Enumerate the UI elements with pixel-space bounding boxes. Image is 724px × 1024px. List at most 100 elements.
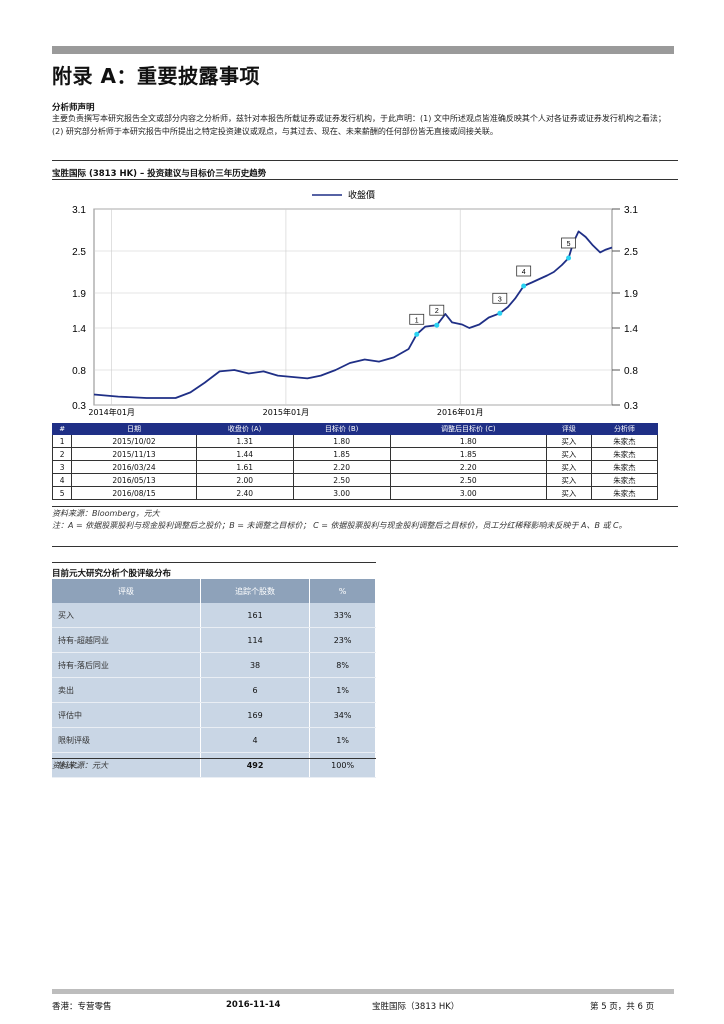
y-tick-label-right: 1.9 xyxy=(624,289,638,300)
table-cell: 1 xyxy=(51,434,73,448)
analyst-statement: 主要负责撰写本研究报告全文或部分内容之分析师，兹针对本报告所载证券或证券发行机构… xyxy=(52,114,666,136)
divider xyxy=(52,758,376,759)
marker-label: 3 xyxy=(498,296,502,303)
table-cell: 4 xyxy=(200,727,311,753)
table-row: 5 2016/08/15 2.40 3.00 3.00 买入 朱家杰 xyxy=(51,486,659,500)
table-cell: 3.00 xyxy=(389,486,547,500)
y-tick-label-left: 0.3 xyxy=(72,401,86,412)
rating-marker xyxy=(521,283,527,289)
marker-label: 5 xyxy=(567,241,571,248)
divider xyxy=(52,160,678,161)
y-tick-label-right: 3.1 xyxy=(624,205,638,216)
y-tick-label-right: 2.5 xyxy=(624,247,638,258)
table-row: 1 2015/10/02 1.31 1.80 1.80 买入 朱家杰 xyxy=(51,434,659,448)
table-cell: 100% xyxy=(309,752,376,778)
rating-marker xyxy=(497,310,503,316)
table-header-row: 评级 追踪个股数% xyxy=(52,579,376,603)
column-header: 追踪个股数 xyxy=(200,579,311,603)
table-cell: 2.50 xyxy=(389,473,547,487)
table-cell: 朱家杰 xyxy=(590,486,659,500)
total-row: 总计： 492 100% xyxy=(52,752,376,778)
table-cell: 2016/03/24 xyxy=(71,460,197,474)
table-cell: 1.44 xyxy=(195,447,294,461)
table-cell: 1.85 xyxy=(389,447,547,461)
divider xyxy=(52,506,678,507)
table-cell: 23% xyxy=(309,627,376,653)
distribution-title: 目前元大研究分析个股评级分布 xyxy=(52,569,172,579)
table-header-row: # 日期 收盘价 (A) 目标价 (B) 调整后目标价 (C) 评级 分析师 xyxy=(51,423,659,435)
table-row: 持有-超越同业 114 23% xyxy=(52,627,376,653)
rating-marker xyxy=(566,255,572,261)
table-row: 评估中 169 34% xyxy=(52,702,376,728)
table-cell: 朱家杰 xyxy=(590,434,659,448)
x-tick-label: 2014年01月 xyxy=(88,407,135,417)
footer-date: 2016-11-14 xyxy=(226,1000,281,1010)
table-cell: 1.31 xyxy=(195,434,294,448)
table-cell: 2 xyxy=(51,447,73,461)
y-tick-label-left: 0.8 xyxy=(72,366,86,377)
top-bar xyxy=(52,46,674,54)
table-cell: 限制评级 xyxy=(52,727,201,753)
page-title: 附录 A：重要披露事项 xyxy=(52,64,260,88)
table-cell: 2.20 xyxy=(389,460,547,474)
table-cell: 持有-超越同业 xyxy=(52,627,201,653)
table-cell: 买入 xyxy=(545,486,592,500)
column-header: 收盘价 (A) xyxy=(195,423,294,435)
divider xyxy=(52,179,678,180)
table-cell: 朱家杰 xyxy=(590,460,659,474)
marker-label-box xyxy=(516,265,532,277)
table-cell: 114 xyxy=(200,627,311,653)
price-chart: 3.1 3.12.5 2.51.9 1.91.4 1.40.8 0.80.3 0.32014… xyxy=(72,189,638,417)
table-cell: 2.00 xyxy=(195,473,294,487)
table-row: 买入 161 33% xyxy=(52,603,376,628)
y-tick-label-left: 1.9 xyxy=(72,289,86,300)
marker-label: 2 xyxy=(435,308,439,315)
table-cell: 3.00 xyxy=(292,486,391,500)
table-cell: 4 xyxy=(51,473,73,487)
column-header: 分析师 xyxy=(590,423,659,435)
table-cell: 朱家杰 xyxy=(590,473,659,487)
x-tick-label: 2016年01月 xyxy=(437,407,484,417)
table-cell: 2015/11/13 xyxy=(71,447,197,461)
column-header: # xyxy=(51,423,73,435)
table-row: 3 2016/03/24 1.61 2.20 2.20 买入 朱家杰 xyxy=(51,460,659,474)
table-cell: 买入 xyxy=(545,473,592,487)
price-line xyxy=(93,230,613,399)
table-cell: 161 xyxy=(200,603,311,628)
table-cell: 1% xyxy=(309,727,376,753)
marker-label-box xyxy=(561,237,576,249)
rating-marker xyxy=(414,331,420,337)
table-cell: 6 xyxy=(200,677,311,703)
footer-page: 第 5 页，共 6 页 xyxy=(590,1002,655,1012)
table-cell: 1.80 xyxy=(292,434,391,448)
marker-label-box xyxy=(492,292,508,304)
table-cell: 总计： xyxy=(52,752,201,778)
table-row: 持有-落后同业 38 8% xyxy=(52,652,376,678)
analyst-section-title: 分析师声明 xyxy=(52,103,95,113)
table-cell: 3 xyxy=(51,460,73,474)
y-tick-label-left: 3.1 xyxy=(72,205,86,216)
table-cell: 169 xyxy=(200,702,311,728)
x-tick-label: 2015年01月 xyxy=(263,407,310,417)
column-header: 日期 xyxy=(71,423,197,435)
table-cell: 买入 xyxy=(545,460,592,474)
table-cell: 买入 xyxy=(545,434,592,448)
table-cell: 1% xyxy=(309,677,376,703)
y-tick-label-left: 1.4 xyxy=(72,324,86,335)
y-tick-label-right: 1.4 xyxy=(624,324,638,335)
y-tick-label-right: 0.3 xyxy=(624,401,638,412)
table-row: 2 2015/11/13 1.44 1.85 1.85 买入 朱家杰 xyxy=(51,447,659,461)
plot-area xyxy=(93,208,613,406)
table-cell: 买入 xyxy=(52,603,201,628)
table-cell: 2.20 xyxy=(292,460,391,474)
divider xyxy=(52,546,678,547)
table-cell: 2016/08/15 xyxy=(71,486,197,500)
table-cell: 1.80 xyxy=(389,434,547,448)
table-cell: 5 xyxy=(51,486,73,500)
table-cell: 1.61 xyxy=(195,460,294,474)
marker-label: 4 xyxy=(522,269,526,276)
column-header: % xyxy=(309,579,376,603)
table-cell: 38 xyxy=(200,652,311,678)
column-header: 调整后目标价 (C) xyxy=(389,423,547,435)
table-cell: 2.40 xyxy=(195,486,294,500)
